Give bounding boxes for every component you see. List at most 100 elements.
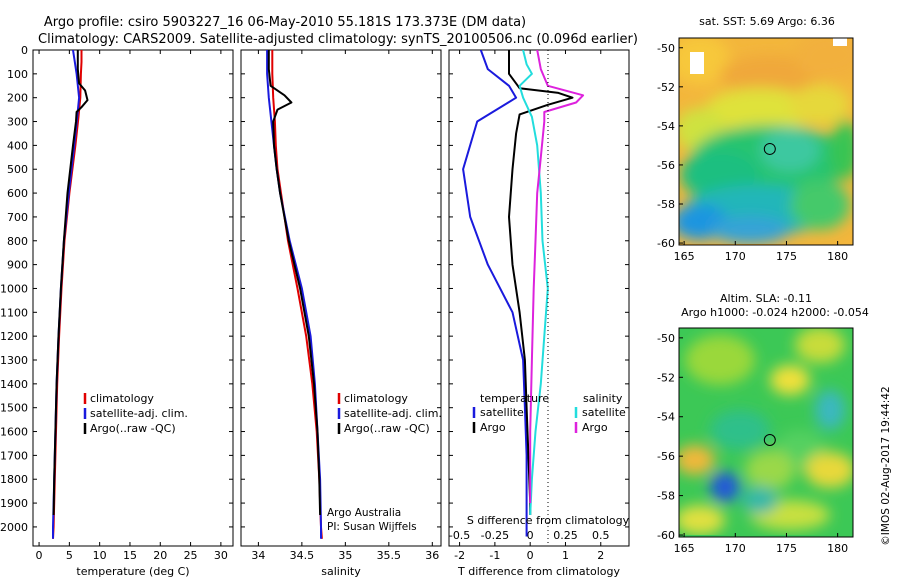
sla-map-image [679,328,853,537]
salinity-series-climatology [271,50,323,539]
depth-tick-label: 500 [7,163,28,176]
map-lat-tick-label: -60 [657,237,675,250]
map-lon-tick-label: 170 [725,542,746,555]
salinity-xtick-label: 34.5 [290,549,315,562]
temperature-axis-ticks: 0 5 10 15 20 25 30 [36,50,228,562]
temperature-xtick-label: 5 [66,549,73,562]
depth-tick-label: 1100 [0,306,28,319]
legend-satellite-label: satellite-adj. clim. [90,407,188,420]
depth-tick-label: 800 [7,235,28,248]
map-lat-tick-label: -50 [657,42,675,55]
temperature-series [52,50,89,539]
pi-label: PI: Susan Wijffels [327,521,417,533]
difference-series-temperature-satellite [462,50,528,537]
temperature-xtick-label: 30 [214,549,228,562]
salinity-series-argo-raw-qc- [267,50,322,516]
argo-australia-label: Argo Australia [327,507,401,519]
depth-tick-label: 0 [21,44,28,57]
salinity-xtick-label: 35.5 [377,549,402,562]
map-lat-tick-label: -54 [657,120,675,133]
map-lon-tick-label: 165 [674,542,695,555]
temperature-axes [32,49,234,547]
map-lon-tick-label: 175 [776,250,797,263]
map-lat-tick-label: -56 [657,450,675,463]
depth-tick-label: 1900 [0,497,28,510]
depth-tick-label: 1200 [0,330,28,343]
legend-argo-label: Argo(..raw -QC) [90,422,176,435]
sst-map-frame [678,37,854,246]
map-lon-tick-label: 170 [725,250,746,263]
temperature-xlabel: temperature (deg C) [76,565,189,578]
difference-t-xtick-label: 1 [562,549,569,562]
difference-t-xtick-label: -1 [489,549,500,562]
map-lon-tick-label: 175 [776,542,797,555]
sla-map-title-line1: Altim. SLA: -0.11 [720,292,812,305]
legend-climatology-label: climatology [344,392,408,405]
salinity-series [266,50,323,539]
difference-series-salinity-argo [529,50,585,504]
depth-tick-label: 1400 [0,378,28,391]
map-lon-tick-label: 180 [827,542,848,555]
depth-tick-label: 2000 [0,521,28,534]
depth-tick-label: 1800 [0,473,28,486]
difference-t-xtick-label: -2 [454,549,465,562]
depth-tick-label: 1700 [0,449,28,462]
legend-t-argo-label: Argo [480,421,506,434]
map-lon-tick-label: 180 [827,250,848,263]
depth-tick-label: 600 [7,187,28,200]
map-lat-tick-label: -52 [657,371,675,384]
map-lon-tick-label: 165 [674,250,695,263]
sst-map-ticks: 165 170 175 180 -50 -52 -54 -56 -58 -60 [657,42,848,263]
map-lat-tick-label: -54 [657,411,675,424]
legend-argo-label: Argo(..raw -QC) [344,422,430,435]
depth-tick-label: 100 [7,68,28,81]
depth-tick-label: 700 [7,211,28,224]
difference-axis-ticks: -2 -1 0 1 2 -0.5 -0.25 0 0.25 0.5 [449,50,610,562]
legend-s-argo-label: Argo [582,421,608,434]
map-lat-tick-label: -58 [657,490,675,503]
legend-t-satellite-label: satellite [480,406,524,419]
difference-series-temperature-argo [508,50,574,515]
legend-climatology-label: climatology [90,392,154,405]
temperature-legend: climatology satellite-adj. clim. Argo(..… [83,392,188,435]
imos-timestamp: ©IMOS 02-Aug-2017 19:44:42 [880,386,892,545]
legend-salinity-title: salinity [583,392,623,405]
map-lat-tick-label: -52 [657,81,675,94]
salinity-legend: climatology satellite-adj. clim. Argo(..… [327,392,442,533]
difference-s-xtick-label: 0 [527,529,534,542]
difference-series [462,50,585,537]
salinity-xtick-label: 35 [338,549,352,562]
salinity-axes [240,49,442,547]
sla-map-title-line2: Argo h1000: -0.024 h2000: -0.054 [681,306,869,319]
sla-argo-location-marker [763,434,776,447]
salinity-xtick-label: 36 [425,549,439,562]
sla-map-frame [678,327,854,538]
depth-tick-label: 200 [7,92,28,105]
temperature-xtick-label: 15 [123,549,137,562]
header-line-2: Climatology: CARS2009. Satellite-adjuste… [38,32,638,47]
salinity-xtick-label: 34 [251,549,265,562]
legend-temperature-title: temperature [480,392,549,405]
sst-map-image [679,38,853,245]
sst-map-title: sat. SST: 5.69 Argo: 6.36 [699,15,835,28]
map-lat-tick-label: -50 [657,332,675,345]
depth-tick-label: 400 [7,139,28,152]
depth-tick-label: 1600 [0,426,28,439]
difference-s-xtick-label: 0.25 [553,529,578,542]
temperature-xtick-label: 0 [36,549,43,562]
depth-tick-label: 1500 [0,402,28,415]
legend-s-satellite-label: satellite [582,406,626,419]
header-line-1: Argo profile: csiro 5903227_16 06-May-20… [44,15,526,30]
depth-tick-label: 300 [7,116,28,129]
sst-argo-location-marker [763,142,776,155]
temperature-series-argo-raw-qc- [52,50,89,516]
s-difference-xlabel: S difference from climatology [467,514,630,527]
temperature-xtick-label: 25 [184,549,198,562]
difference-s-xtick-label: -0.5 [449,529,470,542]
difference-axes [448,49,630,547]
depth-tick-label: 1300 [0,354,28,367]
depth-tick-labels: 0 100 200 300 400 500 600 700 800 900 1000 1100 1200… [0,44,629,534]
temperature-xtick-label: 20 [153,549,167,562]
depth-tick-label: 1000 [0,282,28,295]
